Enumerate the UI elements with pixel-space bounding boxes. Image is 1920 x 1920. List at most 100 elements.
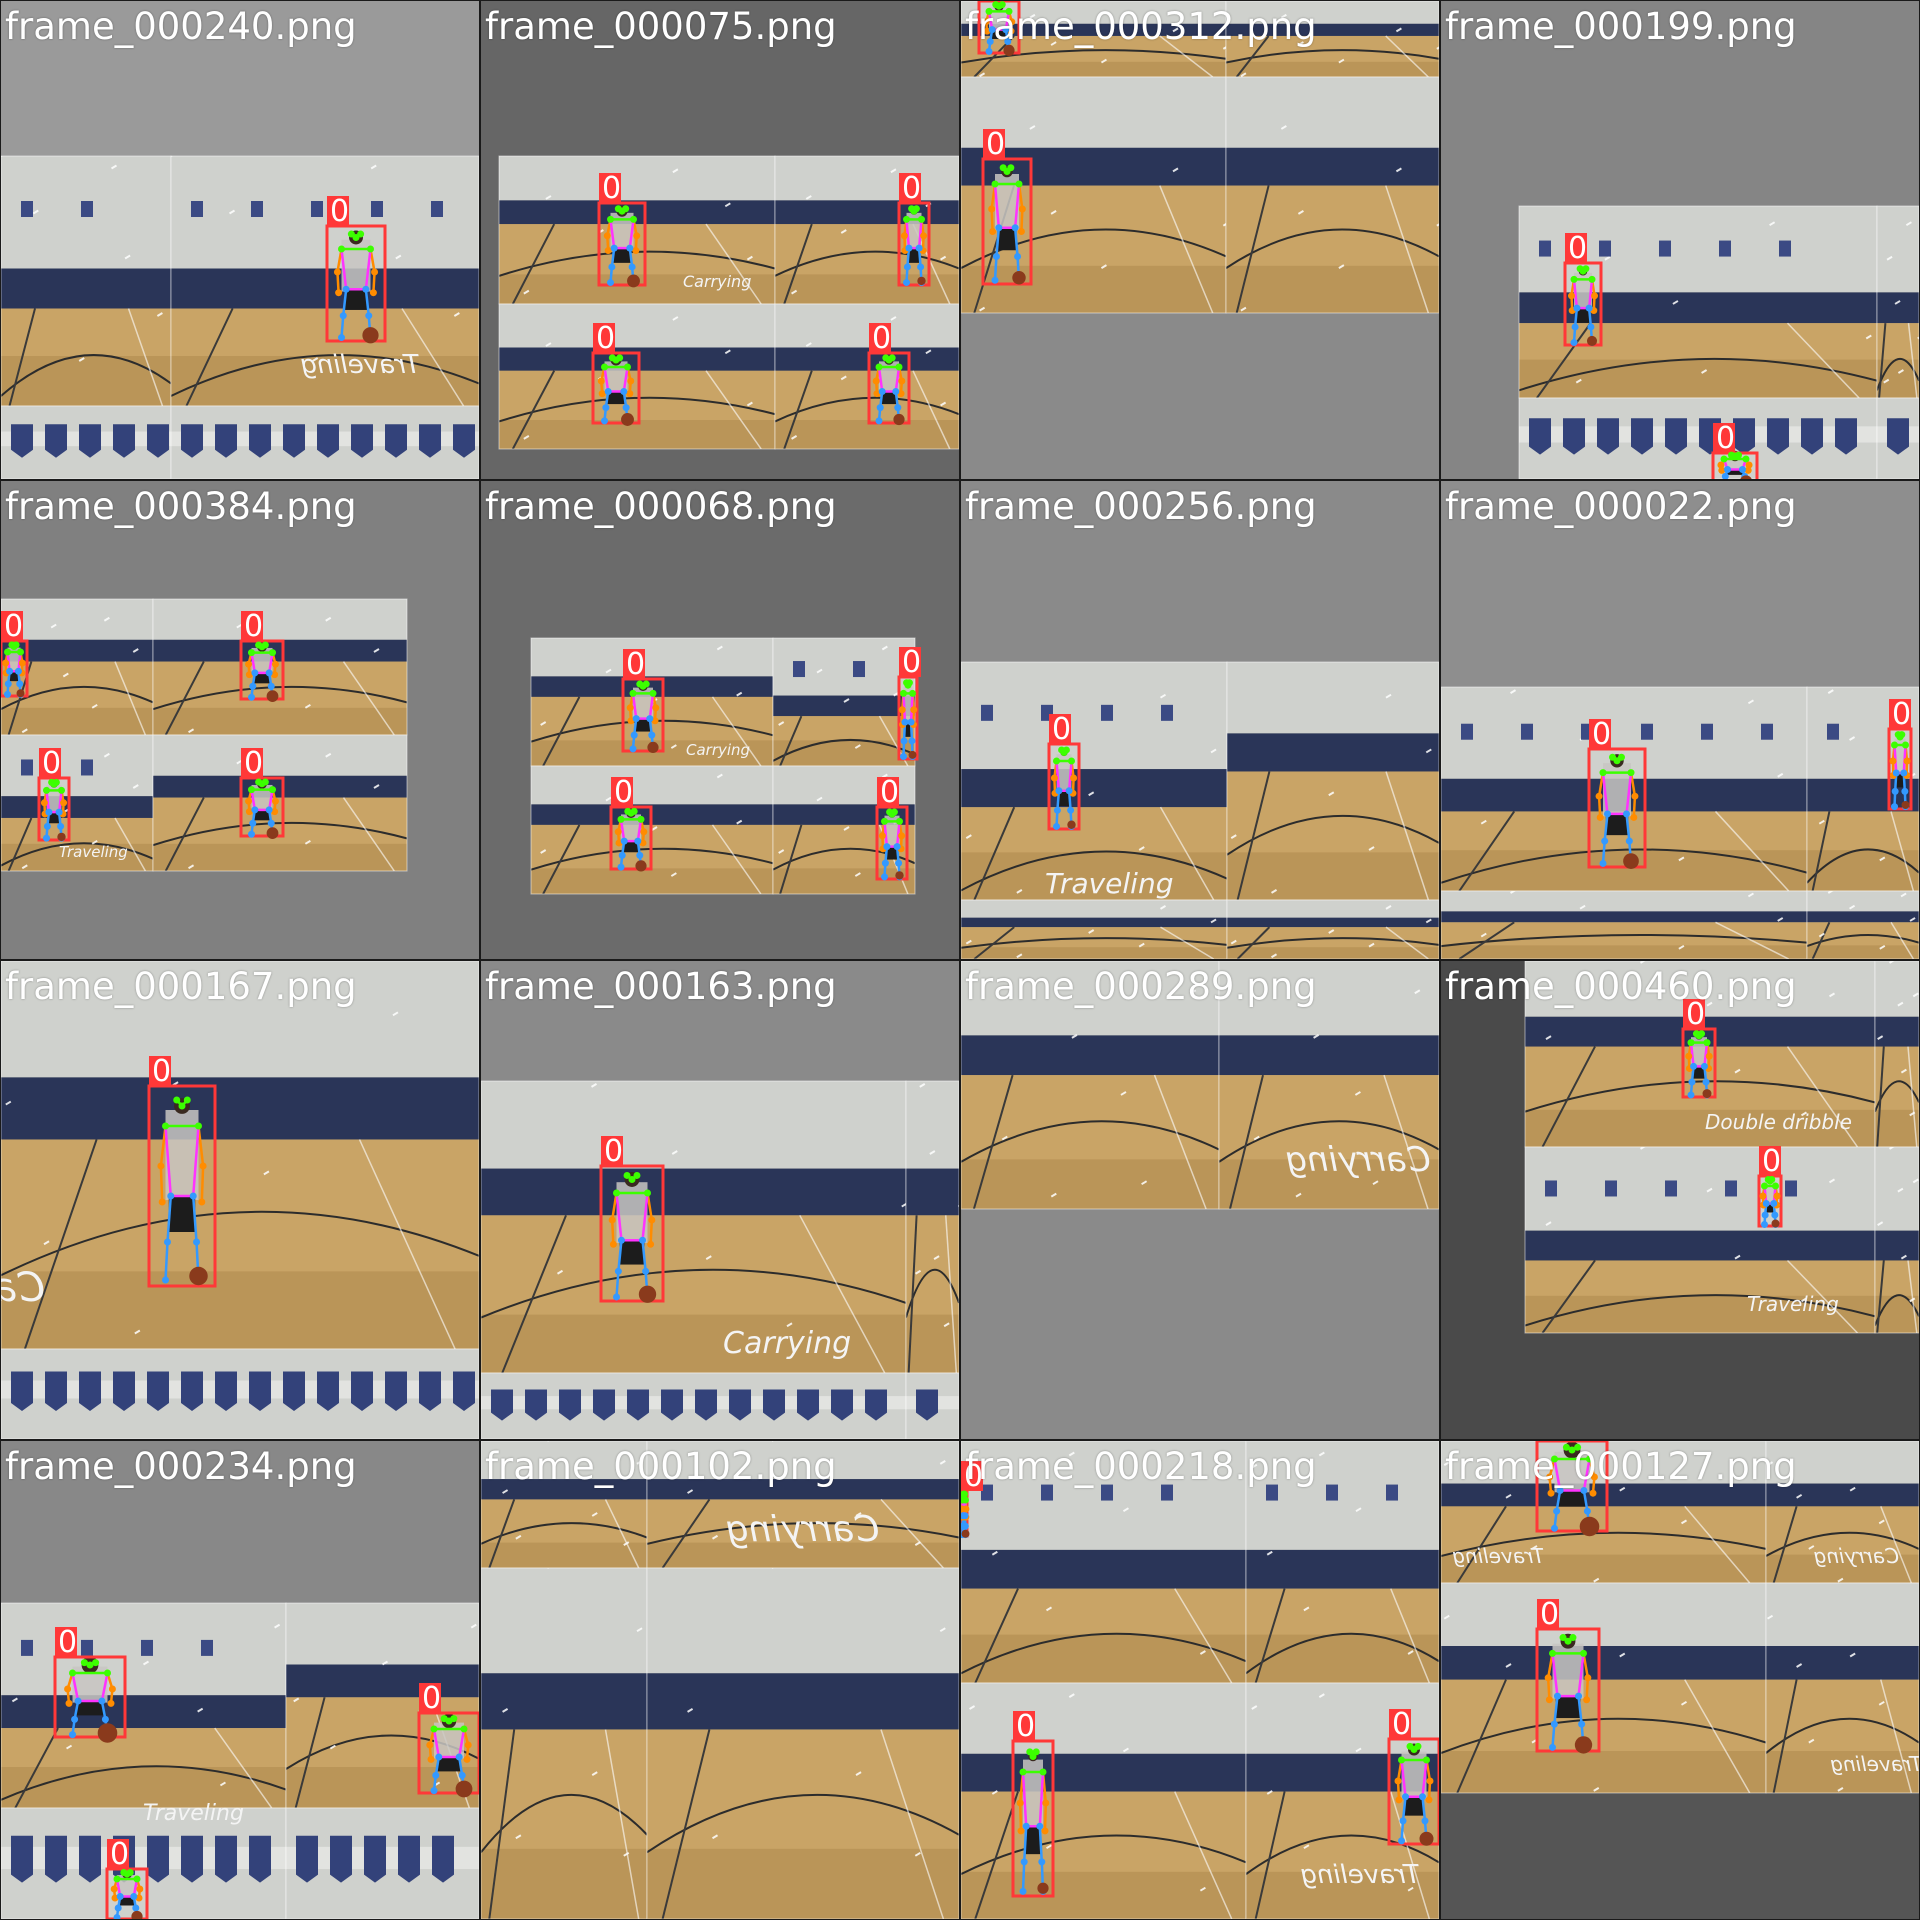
skeleton-limb [457,1728,466,1758]
keypoint [894,404,902,412]
keypoint [440,1715,448,1723]
person-shorts [8,671,20,682]
keypoint [898,706,906,714]
sub-image [1765,1582,1919,1794]
class-id-label: 0 [626,647,645,682]
skeleton-limb [990,208,994,232]
keypoint [1772,1182,1779,1190]
class-tag [1759,1146,1781,1176]
skeleton-limb [71,1672,80,1702]
keypoint [48,778,56,786]
person-shorts [48,812,60,824]
person-shorts [908,248,920,263]
sub-image [1874,1146,1919,1334]
keypoint [632,715,640,723]
keypoint [1065,787,1073,795]
person-shorts [1558,1490,1586,1507]
tile-canvas: Carrying [481,1441,959,1919]
skeleton-limb [1597,796,1602,818]
keypoint [644,1189,651,1197]
skeleton-limb [993,256,998,281]
person-torso [117,1875,137,1898]
sub-image [285,1602,479,1809]
keypoint [1721,472,1729,479]
keypoint [110,1885,118,1893]
person-shorts [76,1701,104,1716]
class-tag [623,649,645,679]
keypoint [195,1122,202,1130]
skeleton-limb [341,289,348,316]
keypoint [86,1661,94,1669]
person-shorts [253,672,271,684]
skeleton-limb [191,1125,200,1197]
keypoint [604,388,612,395]
basketball [1419,1831,1434,1846]
sub-image [1226,661,1439,901]
keypoint [614,828,622,836]
skeleton-limb [57,790,63,813]
pose-detection: 0 [1,609,29,698]
basketball [621,413,634,426]
keypoint [633,1171,641,1179]
keypoint [1595,792,1603,800]
keypoint [628,263,636,271]
class-tag [899,647,921,677]
tile-canvas: 00 [961,1,1439,314]
tile-canvas: 0 0 Double dribble Traveling [1524,961,1919,1334]
keypoint [1705,1052,1713,1060]
skeleton-limb [1421,1759,1428,1797]
keypoint [17,648,24,656]
image-tile: 0 0 Double dribble Traveling frame_000460.pn… [1441,961,1919,1439]
tile-filename: frame_000240.png [5,5,357,48]
keypoint [1570,339,1578,347]
person-shorts [1692,1066,1706,1079]
sub-image [961,899,1228,959]
sub-image [1,734,154,872]
keypoint [609,1240,617,1248]
keypoint [629,689,637,697]
keypoint [900,689,907,697]
person-shorts [119,1896,135,1906]
tile-canvas: 0 0 0 0 Carrying [530,637,921,895]
skeleton-limb [631,693,638,719]
keypoint [426,1741,434,1749]
person-torso [633,687,653,721]
keypoint [1892,769,1900,777]
keypoint [1569,1634,1577,1642]
sub-image [646,1567,959,1919]
basketball [266,690,279,702]
keypoint [12,641,20,649]
image-tile: 0 Traveling frame_000240.png [1,1,479,479]
skeleton-limb [1021,1771,1028,1827]
keypoint [435,1753,443,1761]
keypoint [248,786,255,794]
basketball [1574,1736,1593,1754]
keypoint [6,667,14,675]
sub-image [152,734,408,872]
keypoint [1550,1720,1558,1728]
class-tag [877,777,899,807]
skeleton-limb [1572,279,1579,309]
keypoint [1690,1062,1698,1070]
pose-detection: 0 [1011,1709,1055,1898]
sub-image [1876,205,1919,399]
skeleton-limb [1067,760,1073,791]
overlay-caption: Carrying [683,272,751,291]
pose-detection: 0 [239,746,285,839]
keypoint [630,731,638,739]
image-tile: 0 0 0 0 Carrying frame_000068.png [481,481,959,959]
keypoint [629,745,637,753]
keypoint [4,690,11,698]
keypoint [1575,1692,1583,1700]
keypoint [98,1697,106,1705]
keypoint [458,1771,466,1779]
basketball [97,1723,118,1743]
sub-image [152,598,408,736]
keypoint [637,815,645,823]
tile-canvas: 0 0 Traveling Carrying Traveling [1441,1441,1919,1794]
keypoint [1399,1817,1407,1825]
skeleton-limb [917,219,923,249]
skeleton-limb [1603,813,1609,842]
class-tag [149,1056,171,1086]
